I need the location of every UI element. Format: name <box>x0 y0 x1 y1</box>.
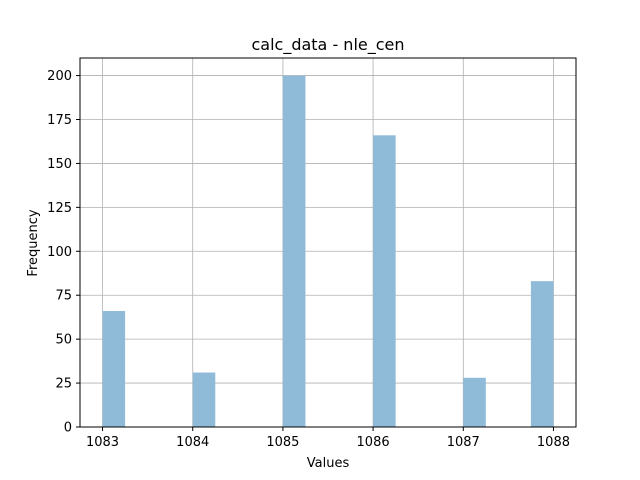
y-tick-label: 175 <box>47 113 72 128</box>
histogram-bar <box>463 377 486 427</box>
y-tick-label: 200 <box>47 69 72 84</box>
axes <box>79 57 577 428</box>
x-tick-label: 1083 <box>86 435 119 450</box>
histogram-bar <box>282 75 306 428</box>
y-tick-label: 25 <box>55 377 72 392</box>
plot-frame <box>79 57 577 428</box>
y-tick-label: 100 <box>47 245 72 260</box>
bars <box>102 75 554 428</box>
x-ticks: 1083 1084 1085 1086 1087 1088 <box>86 427 570 450</box>
x-tick-label: 1088 <box>537 435 570 450</box>
y-axis-label: Frequency <box>26 209 41 276</box>
y-tick-label: 150 <box>47 157 72 172</box>
x-tick-label: 1086 <box>357 435 390 450</box>
histogram-bar <box>102 311 126 427</box>
histogram-bar <box>530 281 554 427</box>
y-tick-label: 125 <box>47 201 72 216</box>
x-tick-label: 1087 <box>447 435 480 450</box>
y-ticks: 0 25 50 75 100 125 150 175 200 <box>47 69 80 436</box>
histogram-bar <box>373 135 396 428</box>
x-tick-label: 1084 <box>176 435 209 450</box>
chart-title: calc_data - nle_cen <box>251 35 404 55</box>
x-axis-label: Values <box>307 456 350 471</box>
y-tick-label: 50 <box>55 333 72 348</box>
x-tick-label: 1085 <box>266 435 299 450</box>
histogram-bar <box>192 372 216 427</box>
y-tick-label: 75 <box>55 289 72 304</box>
y-tick-label: 0 <box>64 421 72 436</box>
